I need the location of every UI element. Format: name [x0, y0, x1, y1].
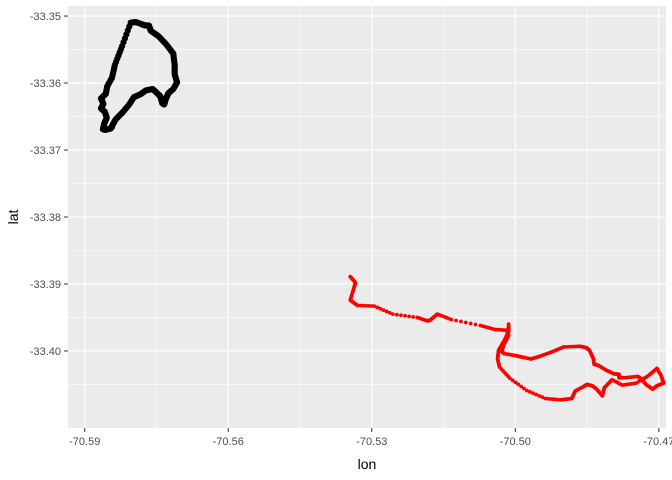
data-point — [375, 305, 380, 310]
data-point — [510, 378, 515, 383]
data-point — [372, 304, 377, 308]
data-point — [575, 344, 580, 349]
x-tick-label: -70.53 — [356, 436, 387, 448]
data-point — [537, 393, 542, 398]
data-point — [564, 344, 569, 349]
x-tick-label: -70.50 — [500, 436, 531, 448]
data-point — [519, 384, 524, 389]
data-point — [361, 303, 365, 308]
data-point — [411, 315, 416, 319]
data-point — [561, 345, 566, 349]
data-point — [407, 314, 411, 319]
x-axis-title: lon — [358, 456, 377, 472]
data-point — [534, 392, 539, 397]
y-tick-label: -33.39 — [30, 279, 61, 291]
data-point — [369, 304, 374, 308]
data-point — [403, 313, 407, 318]
data-point — [381, 308, 386, 313]
data-point — [543, 396, 548, 401]
y-tick-label: -33.36 — [30, 78, 61, 90]
data-point — [513, 380, 518, 385]
series-2 — [348, 274, 666, 402]
data-point — [524, 388, 529, 393]
data-point — [399, 313, 403, 318]
data-point — [473, 322, 478, 327]
data-point — [528, 389, 532, 394]
data-point — [366, 303, 371, 308]
data-point — [384, 309, 389, 314]
data-point — [540, 395, 545, 400]
data-point — [358, 303, 363, 308]
data-point — [363, 303, 368, 308]
y-tick-label: -33.37 — [30, 145, 61, 157]
data-point — [108, 122, 116, 129]
data-point — [454, 318, 458, 323]
data-point — [355, 303, 360, 308]
data-point — [567, 344, 571, 349]
major-gridlines — [68, 6, 666, 428]
data-point — [516, 382, 521, 387]
y-tick-label: -33.35 — [30, 11, 61, 23]
x-tick-label: -70.59 — [69, 436, 100, 448]
data-point — [390, 312, 395, 317]
series-1 — [97, 18, 181, 134]
y-tick-label: -33.38 — [30, 212, 61, 224]
data-point — [463, 320, 468, 325]
x-tick-label: -70.56 — [213, 436, 244, 448]
data-point — [506, 322, 511, 327]
x-tick-label: -70.47 — [643, 436, 672, 448]
x-axis: -70.59 -70.56 -70.53 -70.50 -70.47 — [69, 428, 672, 448]
data-point — [378, 306, 383, 311]
data-point — [569, 344, 574, 349]
series-layer — [97, 18, 666, 402]
data-point — [387, 310, 392, 315]
data-point — [449, 317, 454, 322]
data-point — [531, 391, 535, 396]
data-point — [459, 319, 463, 324]
data-point — [395, 312, 399, 317]
y-axis-title: lat — [5, 210, 21, 225]
data-point — [522, 386, 526, 391]
y-tick-label: -33.40 — [30, 346, 61, 358]
data-point — [468, 321, 473, 326]
data-point — [572, 344, 577, 349]
y-axis: -33.35 -33.36 -33.37 -33.38 -33.39 -33.40 — [30, 11, 68, 358]
